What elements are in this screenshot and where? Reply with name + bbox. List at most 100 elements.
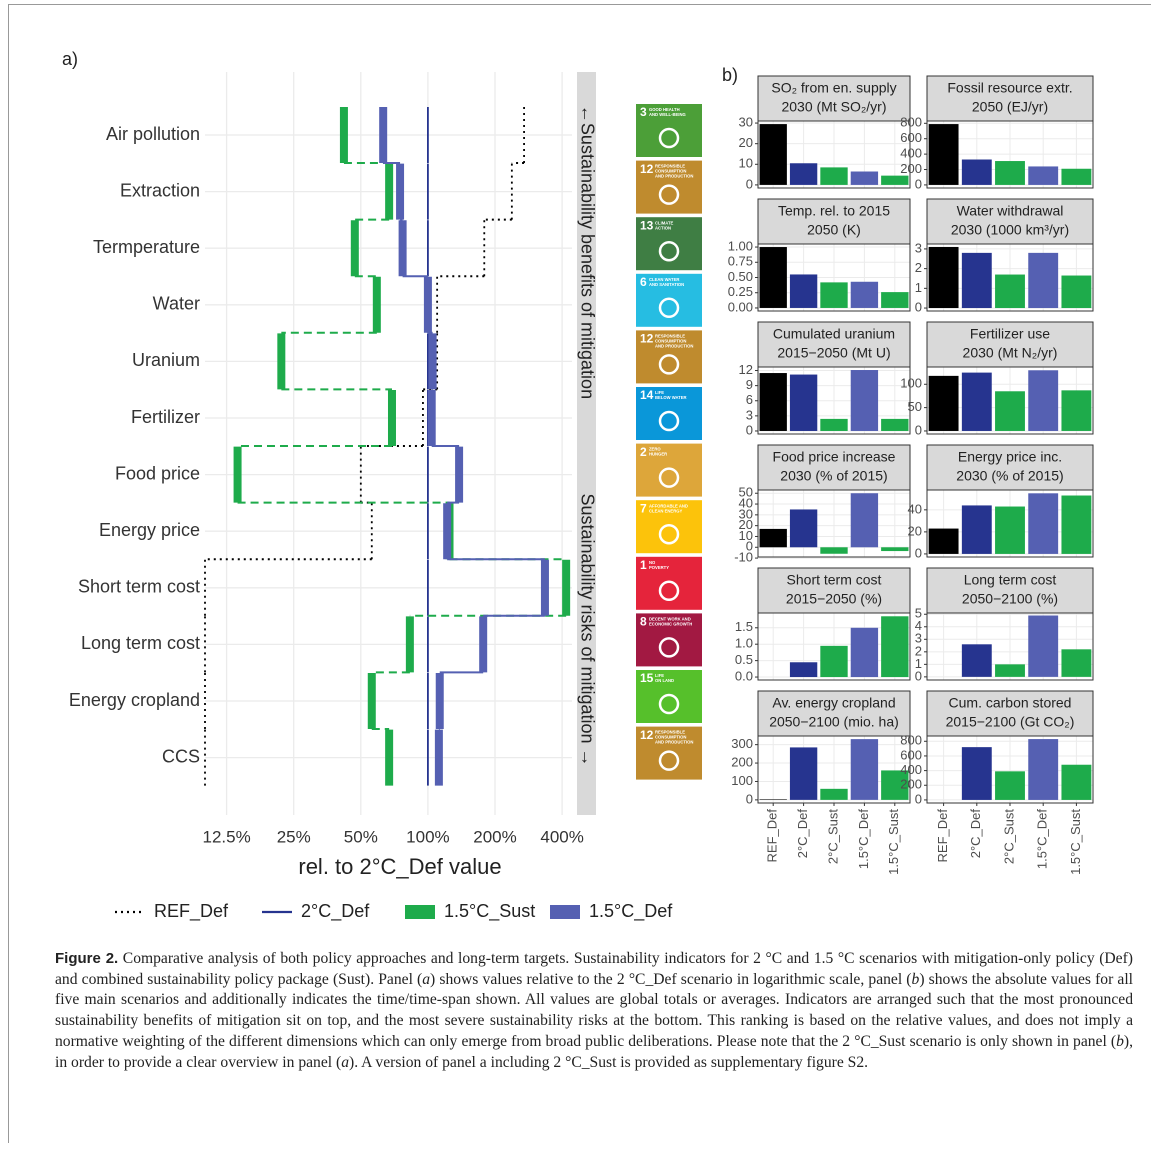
bar [789, 509, 818, 548]
y-tick-label: Food price [115, 463, 200, 483]
y-tick-label: 30 [739, 506, 753, 521]
annotation: Sustainability risks of mitigation → [577, 493, 597, 766]
x-tick-label: 1.5°C_Sust [1068, 809, 1083, 875]
x-tick-label: 12.5% [203, 827, 251, 846]
bar [1061, 275, 1092, 309]
bar [1028, 493, 1059, 554]
legend-label: 1.5°C_Def [589, 901, 673, 922]
sdg-pictogram [658, 127, 680, 149]
caption-text: b [911, 970, 920, 988]
facet-title: 2030 (Mt N₂/yr) [963, 345, 1058, 361]
x-axis-title: rel. to 2°C_Def value [298, 854, 501, 879]
sdg-number: 8 [640, 615, 647, 629]
y-tick-label: Uranium [132, 350, 200, 370]
bar [1061, 168, 1092, 185]
legend-label: REF_Def [154, 901, 229, 922]
x-tick-label: 400% [540, 827, 583, 846]
facet-border [926, 366, 1094, 435]
y-tick-label: 0.75 [728, 254, 753, 269]
bar [850, 627, 879, 678]
x-tick-label: 1.5°C_Def [1035, 809, 1050, 870]
caption-text: ) shows the absolute values for all five… [55, 970, 1134, 1050]
y-tick-label: 600 [900, 130, 922, 145]
sdg-label: RESPONSIBLE [655, 164, 685, 169]
y-tick-label: CCS [162, 746, 200, 766]
sdg-number: 12 [640, 162, 654, 176]
bar [1061, 764, 1092, 800]
bar [995, 274, 1025, 309]
bar [820, 167, 848, 185]
y-tick-label: 4 [915, 618, 922, 633]
facet-title: 2015−2050 (%) [786, 591, 882, 607]
y-tick-label: Fertilizer [131, 407, 200, 427]
sdg-pictogram [658, 580, 680, 602]
facet-title: Food price increase [773, 449, 896, 465]
sdg-number: 12 [640, 332, 654, 346]
facet-border [757, 366, 911, 435]
sdg-label: NO [649, 560, 656, 565]
bar [850, 281, 879, 308]
sdg-label: AND SANITATION [649, 282, 684, 287]
bar [995, 161, 1025, 185]
x-tick-label: 200% [473, 827, 516, 846]
facet-title: 2030 (% of 2015) [780, 468, 887, 484]
sdg-pictogram [658, 467, 680, 488]
facet-title: 2030 (1000 km³/yr) [951, 222, 1069, 238]
y-tick-label: 0 [746, 176, 753, 191]
sdg-number: 1 [640, 558, 647, 572]
y-tick-label: 3 [915, 631, 922, 646]
bar [850, 370, 879, 431]
x-tick-label: REF_Def [765, 809, 780, 863]
bar [961, 644, 992, 677]
y-tick-label: 40 [739, 495, 753, 510]
y-tick-label: 0 [746, 791, 753, 806]
sdg-label: ON LAND [655, 678, 674, 683]
caption-label: Figure 2. [55, 950, 119, 967]
y-tick-label: -10 [734, 550, 753, 565]
facet-border [926, 243, 1094, 312]
facet-title: Cumulated uranium [773, 326, 895, 342]
sdg-label: DECENT WORK AND [649, 617, 691, 622]
legend-key [550, 905, 580, 919]
y-tick-label: 10 [739, 528, 753, 543]
y-tick-label: 100 [731, 773, 753, 788]
bar [961, 505, 992, 554]
sdg-pictogram [658, 410, 680, 432]
bar [1061, 390, 1092, 431]
bar [928, 246, 959, 309]
caption-text: Comparative analysis of both policy appr… [55, 950, 1133, 988]
facet-title: 2050−2100 (%) [962, 591, 1058, 607]
facet-title: 2030 (% of 2015) [956, 468, 1063, 484]
facet-title: Long term cost [964, 572, 1057, 588]
y-tick-label: Long term cost [81, 633, 200, 653]
y-tick-label: 1.5 [735, 619, 753, 634]
facet-strip [926, 567, 1094, 614]
facet-title: Fertilizer use [970, 326, 1050, 342]
panel-label: a) [62, 49, 78, 69]
y-tick-label: 1.00 [728, 238, 753, 253]
sdg-pictogram [658, 523, 680, 545]
bar [820, 645, 848, 678]
bar [759, 247, 787, 308]
y-tick-label: 1 [915, 656, 922, 671]
x-tick-label: 100% [406, 827, 449, 846]
sdg-pictogram [658, 184, 680, 205]
y-tick-label: 3 [915, 240, 922, 255]
bar [759, 799, 787, 800]
facet-title: Temp. rel. to 2015 [778, 203, 890, 219]
facet-border [926, 489, 1094, 558]
y-tick-label: 0.5 [735, 652, 753, 667]
y-tick-label: Energy cropland [69, 690, 200, 710]
facet-strip [926, 75, 1094, 122]
x-tick-label: 2°C_Sust [1001, 809, 1016, 864]
sdg-label: AND WELL-BEING [649, 112, 686, 117]
y-tick-label: 800 [900, 733, 922, 748]
sdg-label: CONSUMPTION [655, 169, 686, 174]
bar [1061, 495, 1092, 554]
sdg-label: CONSUMPTION [655, 735, 686, 740]
bar [1028, 739, 1059, 800]
y-tick-label: 0 [915, 668, 922, 683]
sdg-number: 7 [640, 501, 647, 515]
